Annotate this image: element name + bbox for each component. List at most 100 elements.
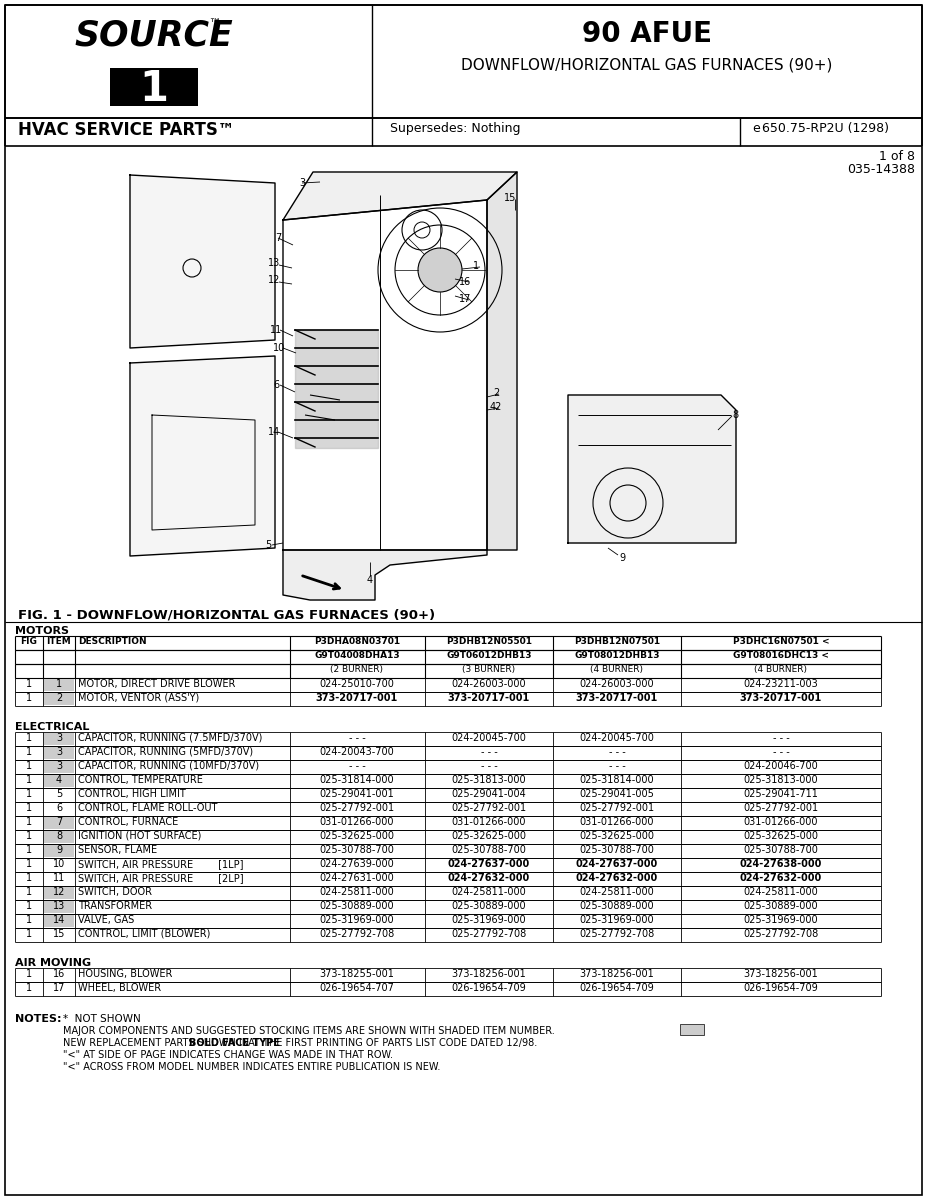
Text: 2: 2 [56, 692, 62, 703]
Text: 17: 17 [459, 294, 471, 304]
Text: 025-27792-708: 025-27792-708 [451, 929, 527, 938]
Text: CAPACITOR, RUNNING (10MFD/370V): CAPACITOR, RUNNING (10MFD/370V) [78, 761, 260, 770]
Text: 1: 1 [26, 761, 32, 770]
Text: 026-19654-707: 026-19654-707 [320, 983, 394, 994]
Text: 025-30889-000: 025-30889-000 [743, 901, 819, 911]
Text: SENSOR, FLAME: SENSOR, FLAME [78, 845, 157, 854]
Text: CONTROL, FLAME ROLL-OUT: CONTROL, FLAME ROLL-OUT [78, 803, 217, 814]
Text: - - -: - - - [480, 761, 498, 770]
Text: 024-25010-700: 024-25010-700 [320, 679, 394, 689]
Text: MOTOR, DIRECT DRIVE BLOWER: MOTOR, DIRECT DRIVE BLOWER [78, 679, 235, 689]
Text: 11: 11 [53, 874, 65, 883]
Text: ELECTRICAL: ELECTRICAL [15, 722, 89, 732]
Text: - - -: - - - [772, 733, 790, 743]
Text: 031-01266-000: 031-01266-000 [743, 817, 819, 827]
Text: 031-01266-000: 031-01266-000 [451, 817, 527, 827]
Text: 024-20043-700: 024-20043-700 [320, 746, 394, 757]
Text: 024-25811-000: 024-25811-000 [743, 887, 819, 898]
Text: CONTROL, FURNACE: CONTROL, FURNACE [78, 817, 178, 827]
Polygon shape [295, 330, 378, 448]
Text: 025-32625-000: 025-32625-000 [320, 830, 395, 841]
Text: 15: 15 [53, 929, 65, 938]
Text: SWITCH, AIR PRESSURE        [2LP]: SWITCH, AIR PRESSURE [2LP] [78, 874, 244, 883]
Text: SWITCH, DOOR: SWITCH, DOOR [78, 887, 152, 898]
Text: P3DHB12N05501: P3DHB12N05501 [446, 637, 532, 646]
Text: NOTES:: NOTES: [15, 1014, 61, 1024]
Text: 025-27792-001: 025-27792-001 [451, 803, 527, 814]
Text: DESCRIPTION: DESCRIPTION [78, 637, 146, 646]
Text: (4 BURNER): (4 BURNER) [755, 665, 807, 674]
Text: - - -: - - - [609, 746, 626, 757]
Text: 025-30788-700: 025-30788-700 [451, 845, 527, 854]
Text: SOURCE: SOURCE [75, 18, 234, 52]
Bar [44, 830, 74, 842]
Text: 025-27792-708: 025-27792-708 [579, 929, 654, 938]
Text: - - -: - - - [349, 733, 365, 743]
Text: 025-31969-000: 025-31969-000 [579, 914, 654, 925]
Text: - - -: - - - [772, 746, 790, 757]
Text: 373-20717-001: 373-20717-001 [740, 692, 822, 703]
Text: 373-18255-001: 373-18255-001 [320, 970, 394, 979]
Text: 025-31813-000: 025-31813-000 [743, 775, 819, 785]
Text: 024-25811-000: 024-25811-000 [320, 887, 394, 898]
Text: G9T04008DHA13: G9T04008DHA13 [314, 650, 400, 660]
Circle shape [418, 248, 462, 292]
Polygon shape [568, 395, 736, 542]
Bar [44, 692, 74, 704]
Text: 024-27632-000: 024-27632-000 [448, 874, 530, 883]
Text: HOUSING, BLOWER: HOUSING, BLOWER [78, 970, 172, 979]
Text: 1: 1 [26, 775, 32, 785]
Text: 025-31814-000: 025-31814-000 [579, 775, 654, 785]
Text: CONTROL, TEMPERATURE: CONTROL, TEMPERATURE [78, 775, 203, 785]
Text: e: e [752, 122, 760, 134]
Text: 2: 2 [493, 388, 499, 398]
Text: P3DHC16N07501 <: P3DHC16N07501 < [732, 637, 830, 646]
Bar [44, 887, 74, 899]
Text: 9: 9 [56, 845, 62, 854]
Text: 1: 1 [26, 845, 32, 854]
Text: VALVE, GAS: VALVE, GAS [78, 914, 134, 925]
Text: 15: 15 [503, 193, 516, 203]
Text: G9T08016DHC13 <: G9T08016DHC13 < [733, 650, 829, 660]
Text: 024-25811-000: 024-25811-000 [579, 887, 654, 898]
Text: 14: 14 [268, 427, 280, 437]
Text: 025-27792-708: 025-27792-708 [320, 929, 395, 938]
Text: 1: 1 [26, 733, 32, 743]
Text: 025-27792-001: 025-27792-001 [743, 803, 819, 814]
Text: 1: 1 [26, 970, 32, 979]
Text: 373-18256-001: 373-18256-001 [743, 970, 819, 979]
Text: 024-20045-700: 024-20045-700 [579, 733, 654, 743]
Text: 6: 6 [273, 380, 279, 390]
Text: 1: 1 [473, 260, 479, 271]
Text: - - -: - - - [480, 746, 498, 757]
Text: 1: 1 [26, 830, 32, 841]
Text: 025-27792-708: 025-27792-708 [743, 929, 819, 938]
Bar [44, 775, 74, 787]
Text: 025-32625-000: 025-32625-000 [579, 830, 654, 841]
Text: 16: 16 [459, 277, 471, 287]
Text: 024-27639-000: 024-27639-000 [320, 859, 394, 869]
Bar [44, 845, 74, 857]
Text: AIR MOVING: AIR MOVING [15, 958, 91, 968]
Text: CAPACITOR, RUNNING (5MFD/370V): CAPACITOR, RUNNING (5MFD/370V) [78, 746, 253, 757]
Text: SWITCH, AIR PRESSURE        [1LP]: SWITCH, AIR PRESSURE [1LP] [78, 859, 244, 869]
Text: 025-31969-000: 025-31969-000 [451, 914, 527, 925]
Text: NEW REPLACEMENT PARTS SHOWN IN: NEW REPLACEMENT PARTS SHOWN IN [63, 1038, 252, 1048]
Text: 025-31814-000: 025-31814-000 [320, 775, 394, 785]
Text: 1: 1 [26, 679, 32, 689]
Polygon shape [487, 172, 517, 550]
Text: 026-19654-709: 026-19654-709 [451, 983, 527, 994]
Text: 1: 1 [26, 803, 32, 814]
Text: P3DHA08N03701: P3DHA08N03701 [314, 637, 400, 646]
Text: (4 BURNER): (4 BURNER) [590, 665, 643, 674]
Text: CONTROL, HIGH LIMIT: CONTROL, HIGH LIMIT [78, 790, 185, 799]
Text: MAJOR COMPONENTS AND SUGGESTED STOCKING ITEMS ARE SHOWN WITH SHADED ITEM NUMBER.: MAJOR COMPONENTS AND SUGGESTED STOCKING … [63, 1026, 554, 1036]
Text: 025-30889-000: 025-30889-000 [320, 901, 394, 911]
Text: 025-27792-001: 025-27792-001 [320, 803, 395, 814]
Text: *  NOT SHOWN: * NOT SHOWN [63, 1014, 141, 1024]
Text: 4: 4 [367, 575, 373, 584]
Text: 13: 13 [53, 901, 65, 911]
Text: 035-14388: 035-14388 [847, 163, 915, 176]
Text: 024-27632-000: 024-27632-000 [740, 874, 822, 883]
Text: (2 BURNER): (2 BURNER) [331, 665, 384, 674]
